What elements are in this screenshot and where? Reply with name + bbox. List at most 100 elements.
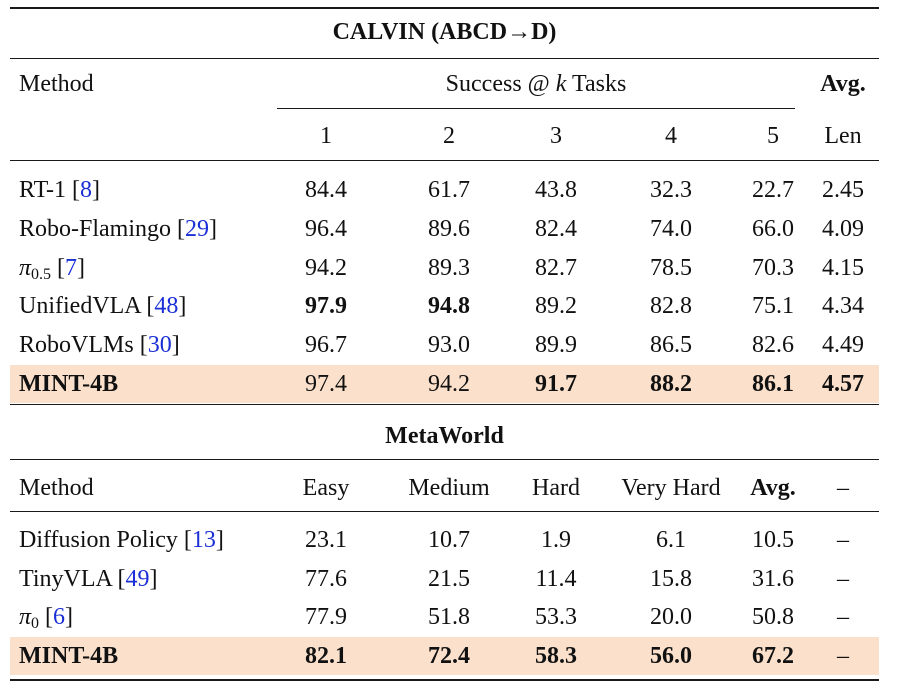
calvin-value-cell: 94.8 [428,293,470,320]
calvin-value-cell: 88.2 [650,371,692,397]
calvin-value-cell: 96.7 [305,332,347,359]
task-num-2: 2 [443,123,455,149]
calvin-value-cell: 4.15 [822,254,864,281]
mw-method-cell: MINT-4B [19,642,118,670]
mw-value-cell: – [837,527,849,553]
calvin-value-cell: 78.5 [650,254,692,281]
success-span-rule [277,108,795,109]
mw-value-cell: 82.1 [305,643,347,670]
calvin-value-cell: 70.3 [752,254,794,281]
mw-value-cell: 58.3 [535,643,577,670]
metaworld-title: MetaWorld [385,423,504,449]
calvin-value-cell: 4.57 [822,371,864,397]
calvin-value-cell: 2.45 [822,177,864,203]
mw-value-cell: – [837,604,849,631]
calvin-method-cell: π0.5 [7] [19,254,86,283]
mw-value-cell: 77.9 [305,604,347,631]
mw-veryhard-header: Very Hard [621,475,721,501]
mw-value-cell: 51.8 [428,604,470,631]
task-num-5: 5 [767,123,779,149]
citation-link[interactable]: 7 [65,254,78,281]
citation-link[interactable]: 6 [53,604,66,631]
mw-value-cell: 56.0 [650,643,692,670]
calvin-value-cell: 82.4 [535,215,577,242]
calvin-value-cell: 93.0 [428,332,470,359]
calvin-value-cell: 82.7 [535,254,577,281]
metaworld-title-rule [10,459,879,460]
mw-value-cell: 23.1 [305,527,347,553]
citation-link[interactable]: 48 [154,293,179,320]
mw-dash-header: – [837,475,849,501]
method-name: Robo-Flamingo [19,215,172,242]
mw-value-cell: 31.6 [752,565,794,592]
mw-hard-header: Hard [532,475,580,501]
mw-value-cell: – [837,643,849,670]
mw-highlight-row [10,637,879,676]
calvin-value-cell: 75.1 [752,293,794,320]
mw-value-cell: 1.9 [541,527,571,553]
citation-link[interactable]: 8 [80,177,93,203]
calvin-value-cell: 89.2 [535,293,577,320]
citation-link[interactable]: 49 [125,565,150,592]
mw-avg-header: Avg. [750,475,796,501]
calvin-value-cell: 97.4 [305,371,347,397]
method-subscript: 0.5 [31,265,52,283]
method-name: RT-1 [19,177,67,203]
calvin-value-cell: 89.3 [428,254,470,281]
mw-medium-header: Medium [408,475,490,501]
calvin-method-cell: MINT-4B [19,370,118,398]
task-num-1: 1 [320,123,332,149]
mw-value-cell: 21.5 [428,565,470,592]
calvin-value-cell: 22.7 [752,177,794,203]
calvin-value-cell: 4.09 [822,215,864,242]
citation-link[interactable]: 30 [147,332,172,359]
calvin-method-cell: RoboVLMs [30] [19,332,180,359]
mw-value-cell: 10.5 [752,527,794,553]
mw-value-cell: 15.8 [650,565,692,592]
method-name: UnifiedVLA [19,293,141,320]
method-name: π [19,604,32,631]
calvin-highlight-row [10,365,879,403]
calvin-value-cell: 4.34 [822,293,864,320]
method-name: TinyVLA [19,565,112,592]
mw-easy-header: Easy [302,475,350,501]
task-num-3: 3 [550,123,562,149]
mw-value-cell: – [837,565,849,592]
metaworld-header-rule [10,511,879,512]
calvin-value-cell: 74.0 [650,215,692,242]
calvin-value-cell: 61.7 [428,177,470,203]
method-subscript: 0 [31,615,40,633]
calvin-value-cell: 66.0 [752,215,794,242]
calvin-value-cell: 97.9 [305,293,347,320]
calvin-bottom-rule [10,404,879,405]
calvin-method-cell: RT-1 [8] [19,177,101,203]
mw-value-cell: 53.3 [535,604,577,631]
calvin-title-rule [10,58,879,59]
mw-method-header: Method [19,475,94,501]
calvin-method-cell: UnifiedVLA [48] [19,293,187,320]
calvin-value-cell: 82.6 [752,332,794,359]
calvin-len-header: Len [824,123,862,149]
calvin-title: CALVIN (ABCD→D) [332,19,557,45]
mw-value-cell: 67.2 [752,643,794,670]
calvin-success-header: Success @ k Tasks [445,71,627,97]
calvin-value-cell: 82.8 [650,293,692,320]
mw-method-cell: π0 [6] [19,604,74,633]
calvin-value-cell: 4.49 [822,332,864,359]
citation-link[interactable]: 29 [185,215,210,242]
mw-value-cell: 10.7 [428,527,470,553]
mw-value-cell: 6.1 [656,527,686,553]
calvin-method-cell: Robo-Flamingo [29] [19,215,218,242]
mw-method-cell: TinyVLA [49] [19,565,158,592]
task-num-4: 4 [665,123,677,149]
calvin-method-header: Method [19,71,94,97]
calvin-value-cell: 91.7 [535,371,577,397]
mw-value-cell: 77.6 [305,565,347,592]
calvin-value-cell: 94.2 [305,254,347,281]
mw-method-cell: Diffusion Policy [13] [19,527,224,553]
method-name: Diffusion Policy [19,527,178,553]
mw-value-cell: 11.4 [535,565,577,592]
calvin-value-cell: 86.1 [752,371,794,397]
mw-value-cell: 72.4 [428,643,470,670]
citation-link[interactable]: 13 [191,527,216,553]
